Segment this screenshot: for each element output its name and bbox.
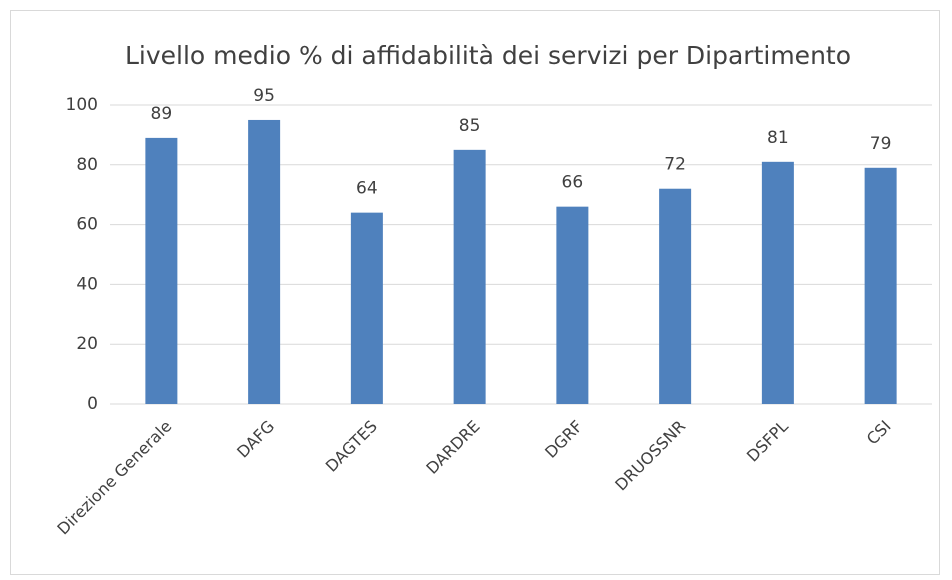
data-label: 81 [767,128,789,148]
y-tick-label: 40 [76,274,98,294]
bar [659,188,692,404]
bar [453,149,486,404]
bar [761,161,794,404]
y-tick-label: 20 [76,334,98,354]
bar [556,206,589,404]
y-tick-label: 80 [76,155,98,175]
data-label: 64 [356,179,378,199]
data-label: 72 [664,155,686,175]
data-label: 85 [459,116,481,136]
data-label: 66 [562,173,584,193]
bar [864,167,897,404]
y-tick-label: 100 [66,95,98,115]
chart-title: Livello medio % di affidabilità dei serv… [125,41,851,70]
data-label: 95 [253,86,275,106]
data-label: 89 [151,104,173,124]
bar [248,119,281,404]
data-label: 79 [870,134,892,154]
y-tick-label: 0 [87,394,98,414]
y-tick-label: 60 [76,215,98,235]
bar [145,137,178,404]
bar [350,212,383,404]
